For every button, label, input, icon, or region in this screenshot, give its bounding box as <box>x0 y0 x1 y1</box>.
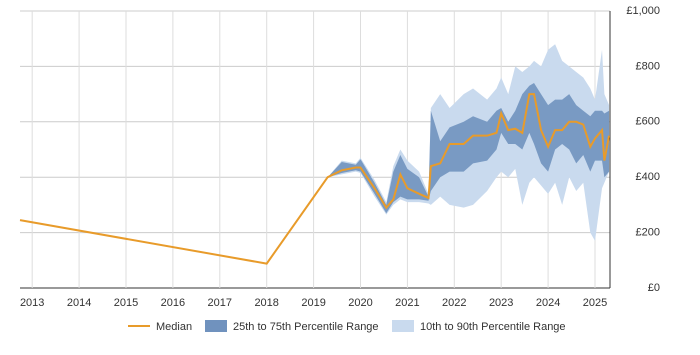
x-tick-label: 2023 <box>489 297 513 309</box>
legend-label: 25th to 75th Percentile Range <box>233 321 379 333</box>
y-tick-label: £0 <box>648 282 660 294</box>
x-tick-label: 2019 <box>301 297 325 309</box>
y-tick-label: £600 <box>636 116 660 128</box>
median-line <box>19 93 611 265</box>
y-tick-label: £800 <box>636 60 660 72</box>
x-tick-label: 2022 <box>442 297 466 309</box>
x-tick-label: 2021 <box>395 297 419 309</box>
x-tick-label: 2014 <box>67 297 91 309</box>
y-tick-label: £1,000 <box>626 5 660 17</box>
x-tick-label: 2018 <box>254 297 278 309</box>
y-tick-label: £400 <box>636 171 660 183</box>
x-tick-label: 2020 <box>348 297 372 309</box>
x-tick-label: 2025 <box>583 297 607 309</box>
y-tick-label: £200 <box>636 227 660 239</box>
x-tick-label: 2024 <box>536 297 560 309</box>
legend-label: 10th to 90th Percentile Range <box>420 321 566 333</box>
legend-label: Median <box>156 321 192 333</box>
x-tick-label: 2017 <box>208 297 232 309</box>
x-tick-label: 2015 <box>114 297 138 309</box>
x-tick-label: 2016 <box>161 297 185 309</box>
legend-swatch <box>205 320 227 332</box>
x-tick-label: 2013 <box>20 297 44 309</box>
legend-swatch <box>392 320 414 332</box>
